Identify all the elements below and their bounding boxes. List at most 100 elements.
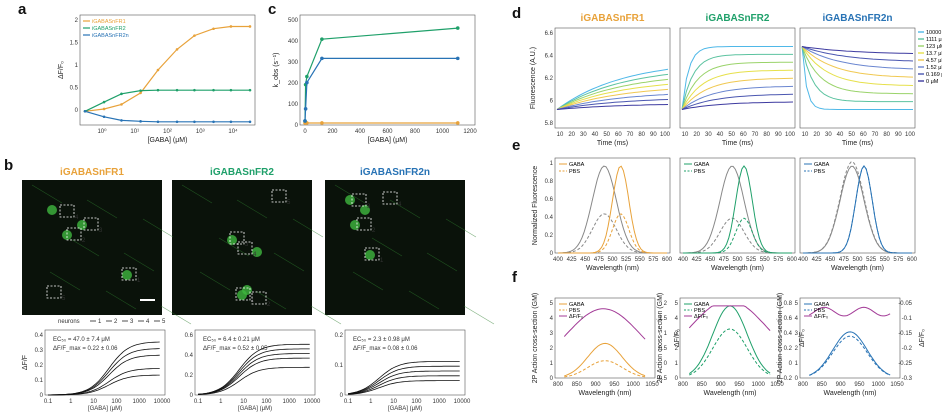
panel-a-point (212, 88, 215, 92)
panel-f-axes-2 (799, 297, 901, 379)
panel-b-x-1-tick: 10000 (304, 399, 321, 405)
panel-b-curve-axes-2 (344, 329, 466, 396)
panel-b-x-2-tick: 1 (369, 399, 373, 405)
panel-b-x-0-tick: 1000 (133, 399, 147, 405)
panel-f-y2-1-tick: -0.2 (782, 376, 793, 382)
neurite (123, 252, 155, 272)
panel-f-x-2-tick: 900 (836, 382, 847, 388)
panel-f-y2-1-tick: 0.4 (784, 331, 793, 337)
panel-f-x-0-tick: 900 (591, 382, 602, 388)
roi-label: 3 (245, 242, 249, 248)
panel-f-dff (563, 308, 646, 340)
neurite (371, 237, 403, 257)
panel-d-trace (556, 88, 669, 110)
panel-a-point (139, 120, 142, 123)
panel-d-x-0-tick: 60 (615, 132, 622, 138)
panel-e-x-2-tick: 500 (852, 257, 863, 263)
panel-b-dff-1: ΔF/F_max = 0.52 ± 0.05 (203, 346, 268, 352)
panel-e-y-tick: 0 (550, 251, 554, 257)
panel-e-legend-item: GABA (569, 162, 585, 168)
panel-e-xlabel-1: Wavelength (nm) (711, 265, 764, 272)
panel-c-point (320, 37, 324, 41)
panel-f-legend-item: ΔF/F₀ (569, 314, 583, 320)
panel-f-y2-0-tick: 2 (664, 301, 668, 307)
panel-b-x-1-tick: 100 (261, 399, 272, 405)
panel-f-legend-item: PBS (569, 308, 580, 314)
panel-a-point (175, 48, 179, 51)
panel-f-xlabel-0: Wavelength (nm) (578, 390, 631, 397)
panel-d-legend-item: 10000 μM (926, 30, 942, 36)
panel-e-legend-item: PBS (694, 169, 705, 175)
roi-box (237, 241, 253, 255)
panel-b-x-0-tick: 1 (69, 399, 73, 405)
panel-d-trace (556, 83, 669, 110)
panel-f-ylabel2-2: ΔF/F₀ (919, 329, 926, 347)
panel-b-x-2-tick: 100 (411, 399, 422, 405)
panel-f-cross-section (809, 335, 891, 376)
roi-box (251, 291, 267, 305)
panel-d-title-0: iGABASnFR1 (581, 13, 645, 24)
panel-b-curve-axes-1 (194, 329, 316, 396)
roi-label: 2 (82, 238, 86, 244)
neuron-soma (62, 230, 72, 240)
panel-e-spectrum (803, 165, 912, 254)
panel-d-trace (681, 46, 793, 110)
panel-f-y-2-tick: 3 (795, 331, 799, 337)
panel-b-ec50-1: EC₅₀ = 6.4 ± 0.21 μM (203, 337, 260, 343)
panel-a-point (248, 88, 252, 92)
panel-b-x-0-tick: 100 (111, 399, 122, 405)
panel-e-spectrum (557, 165, 667, 254)
panel-b-y-0-tick: 0.3 (35, 348, 44, 354)
panel-b-neuron-curve (197, 357, 310, 395)
panel-d-x-2-tick: 40 (837, 132, 844, 138)
panel-f-x-1-tick: 1050 (770, 382, 784, 388)
panel-f-y2-0-tick: 1 (664, 331, 668, 337)
panel-d-trace (681, 101, 794, 110)
neuron-soma (345, 195, 355, 205)
panel-a-y-tick: 1 (75, 63, 79, 69)
panel-d-trace (556, 104, 669, 110)
panel-e-x-2-tick: 600 (907, 257, 918, 263)
panel-f-x-2-tick: 800 (798, 382, 809, 388)
panel-f-y-0-tick: 4 (550, 316, 554, 322)
neuron-soma (252, 247, 262, 257)
panel-d-x-0-tick: 90 (650, 132, 657, 138)
panel-a-point (156, 88, 160, 92)
panel-b-y-0-tick: 0.2 (35, 363, 44, 369)
panel-d-trace (681, 53, 793, 110)
panel-f-ylabel2-0: ΔF/F₀ (674, 329, 681, 347)
panel-a-x-tick: 10⁰ (97, 128, 107, 135)
panel-e-spectrum (803, 165, 912, 254)
panel-d-trace (681, 77, 794, 110)
neurite (389, 199, 421, 219)
panel-c-x-tick: 200 (327, 129, 338, 135)
roi-box (46, 285, 62, 299)
panel-c-x-tick: 400 (355, 129, 366, 135)
panel-e-spectrum (558, 165, 667, 254)
panel-b-neuron-curve (197, 366, 310, 395)
panel-d-legend-item: 0.169 μM (926, 72, 942, 78)
panel-a-point (139, 89, 142, 92)
panel-a-point (120, 119, 123, 122)
panel-d-x-0-tick: 80 (638, 132, 645, 138)
neurite (49, 271, 81, 291)
panel-f-ylabel-1: 2P Action cross-section (GM) (657, 293, 664, 384)
panel-d-trace (681, 69, 793, 110)
neurite (310, 305, 342, 325)
panel-d-x-2-tick: 30 (825, 132, 832, 138)
panel-f-y2-0-tick: 0 (664, 361, 668, 367)
panel-d-trace (681, 85, 794, 110)
roi-label: 3 (367, 204, 371, 210)
panel-d-xlabel-2: Time (ms) (842, 140, 873, 147)
roi-box (229, 231, 245, 245)
panel-c-point (303, 119, 307, 123)
panel-c-point (305, 74, 309, 79)
panel-d-trace (801, 46, 914, 54)
panel-c-y-tick: 500 (288, 18, 299, 24)
panel-b-xlabel-0: [GABA] (μM) (88, 406, 122, 412)
panel-c-y-tick: 300 (288, 60, 299, 66)
panel-f-legend-item: ΔF/F₀ (694, 314, 708, 320)
neurons-legend-title: neurons (58, 319, 80, 325)
panel-c-axes (299, 14, 476, 126)
panel-d-x-1-tick: 70 (752, 132, 759, 138)
